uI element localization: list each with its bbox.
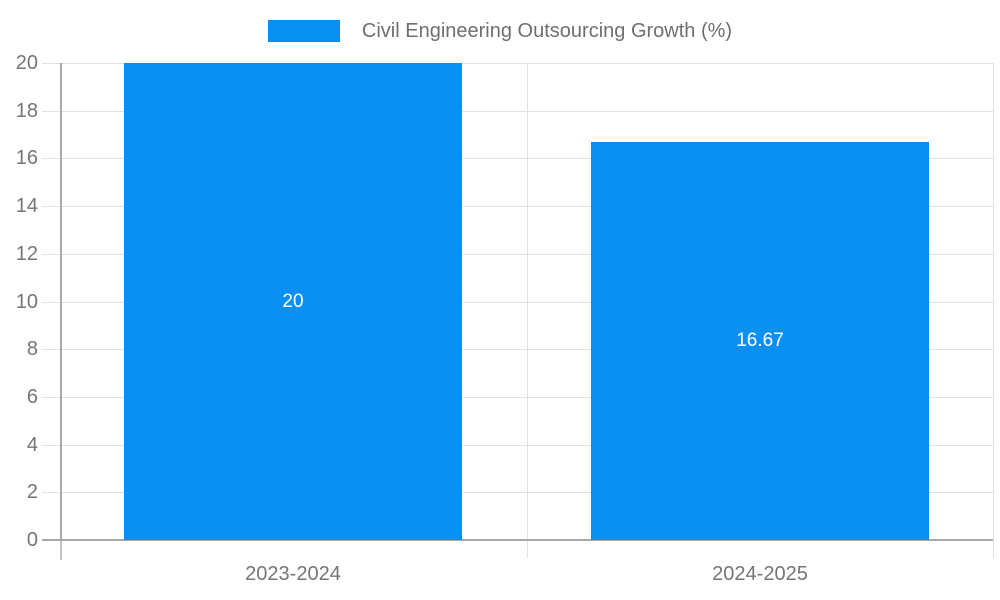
y-gridline (42, 492, 993, 493)
y-tick-label: 2 (26, 481, 38, 503)
y-axis-line (60, 63, 62, 540)
x-axis-tick (527, 540, 528, 558)
y-gridline (42, 206, 993, 207)
y-tick-label: 4 (26, 434, 38, 456)
x-tick-label: 2024-2025 (712, 563, 808, 585)
y-tick-label: 12 (15, 243, 38, 265)
y-gridline (42, 111, 993, 112)
category-boundary-gridline (993, 63, 994, 540)
y-gridline (42, 349, 993, 350)
x-axis-line (42, 539, 993, 541)
bar-2024-2025: 16.67 (591, 142, 929, 540)
x-tick-label: 2023-2024 (245, 563, 341, 585)
y-gridline (42, 302, 993, 303)
y-gridline (42, 445, 993, 446)
y-gridline (42, 158, 993, 159)
chart-legend: Civil Engineering Outsourcing Growth (%) (0, 17, 1000, 45)
y-gridline (42, 254, 993, 255)
x-axis-tick (993, 540, 994, 558)
y-tick-label: 14 (15, 195, 38, 217)
y-tick-label: 0 (26, 529, 38, 551)
y-axis-below-tick (60, 540, 62, 560)
y-tick-label: 10 (15, 291, 38, 313)
y-gridline (42, 63, 993, 64)
y-tick-label: 18 (15, 100, 38, 122)
legend-color-swatch (267, 20, 340, 42)
y-tick-label: 16 (15, 147, 38, 169)
bar-value-label: 16.67 (736, 330, 784, 351)
legend-label: Civil Engineering Outsourcing Growth (%) (361, 20, 733, 42)
bar-value-label: 20 (282, 290, 304, 312)
category-boundary-gridline (527, 63, 528, 540)
bar-2023-2024: 20 (124, 63, 462, 540)
y-tick-label: 8 (26, 338, 38, 360)
y-tick-label: 20 (15, 52, 38, 74)
y-tick-label: 6 (26, 386, 38, 408)
y-gridline (42, 397, 993, 398)
